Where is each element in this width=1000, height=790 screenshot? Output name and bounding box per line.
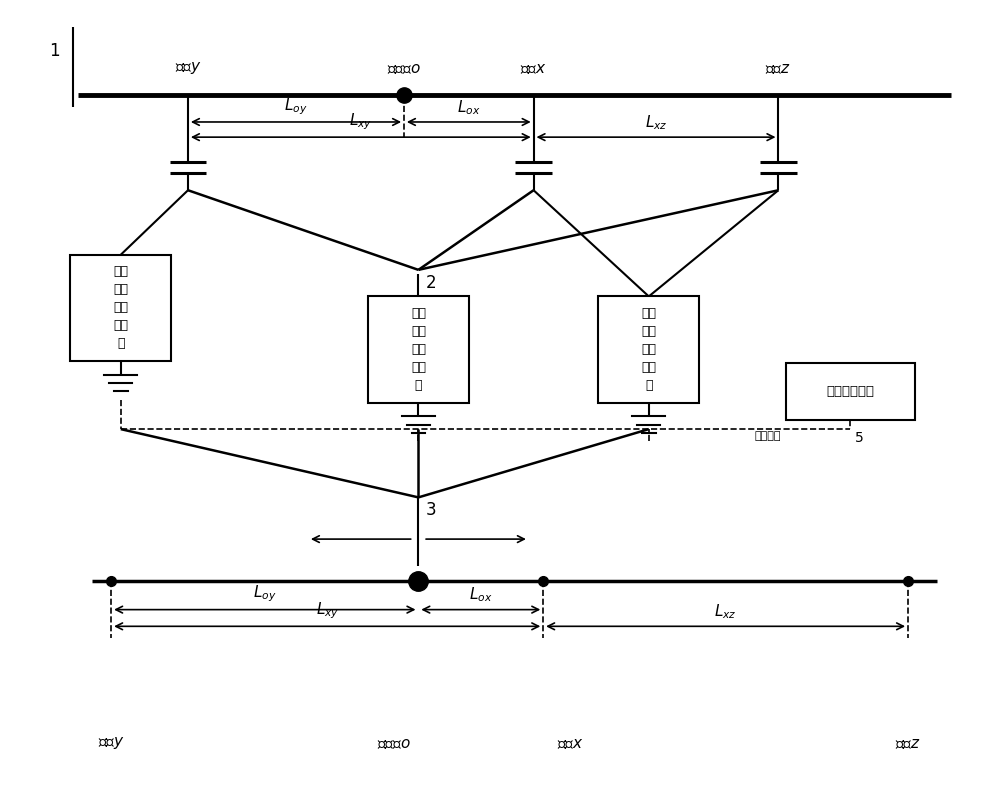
Text: 局部
放电
检测
传感
器: 局部 放电 检测 传感 器: [113, 265, 128, 350]
Text: 位置$y$: 位置$y$: [175, 61, 201, 77]
Text: 位置$z$: 位置$z$: [765, 62, 791, 77]
Text: 1: 1: [49, 43, 59, 60]
Text: 2: 2: [426, 273, 437, 292]
Text: 位置$z$: 位置$z$: [895, 736, 921, 751]
Text: $L_{xz}$: $L_{xz}$: [645, 113, 667, 132]
Text: 故障点$o$: 故障点$o$: [387, 62, 421, 77]
Text: 位置$x$: 位置$x$: [520, 62, 547, 77]
Text: 故障点$o$: 故障点$o$: [377, 736, 411, 751]
Text: 位置$x$: 位置$x$: [557, 736, 583, 751]
Text: 故障定位装置: 故障定位装置: [826, 385, 874, 397]
Text: $L_{oy}$: $L_{oy}$: [253, 584, 277, 604]
Text: 局部
放电
检测
传感
器: 局部 放电 检测 传感 器: [411, 307, 426, 392]
Text: $L_{xy}$: $L_{xy}$: [349, 111, 372, 132]
Text: $L_{xy}$: $L_{xy}$: [316, 600, 339, 621]
Text: 信号传输: 信号传输: [754, 431, 781, 442]
FancyBboxPatch shape: [70, 254, 171, 361]
Text: 5: 5: [855, 431, 864, 446]
Text: $L_{xz}$: $L_{xz}$: [714, 602, 737, 621]
Text: $L_{oy}$: $L_{oy}$: [284, 96, 308, 117]
Text: 位置$y$: 位置$y$: [98, 735, 125, 751]
Text: 3: 3: [426, 501, 437, 519]
FancyBboxPatch shape: [786, 363, 915, 419]
FancyBboxPatch shape: [598, 296, 699, 403]
FancyBboxPatch shape: [368, 296, 469, 403]
Text: 局部
放电
检测
传感
器: 局部 放电 检测 传感 器: [641, 307, 656, 392]
Text: $L_{ox}$: $L_{ox}$: [457, 98, 481, 117]
Text: $L_{ox}$: $L_{ox}$: [469, 585, 493, 604]
